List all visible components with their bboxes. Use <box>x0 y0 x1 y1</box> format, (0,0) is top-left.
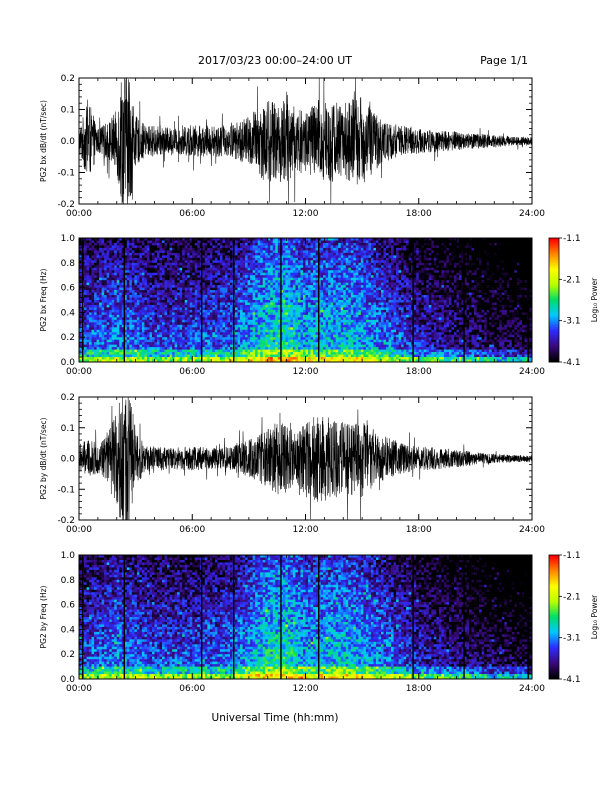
spectrogram-cells <box>79 555 533 680</box>
x-tick-label: 00:00 <box>66 209 92 219</box>
y-tick-label: -0.1 <box>57 169 75 179</box>
x-tick-label: 12:00 <box>293 684 319 694</box>
y-tick-label: -0.2 <box>57 516 75 526</box>
y-tick-label: 0.4 <box>61 308 76 318</box>
y-tick-label: 0.6 <box>61 601 76 611</box>
panel-by-spectrogram: -1.1 -2.1 -3.1 -4.1 Log₁₀ Power 00:00 06:00 12:… <box>39 551 599 694</box>
colorbar <box>549 238 559 363</box>
y-tick-label: 0.0 <box>61 137 76 147</box>
colorbar-label: Log₁₀ Power <box>590 277 599 322</box>
colorbar-tick-label: -2.1 <box>563 275 581 285</box>
y-tick-label: 0.0 <box>61 675 76 685</box>
x-tick-label: 12:00 <box>293 525 319 535</box>
y-axis-label: PG2 by dB/dt (nT/sec) <box>39 417 48 499</box>
y-tick-label: 1.0 <box>61 234 76 244</box>
y-tick-label: 0.2 <box>61 650 75 660</box>
y-tick-label: 0.2 <box>61 333 75 343</box>
x-tick-label: 24:00 <box>519 525 545 535</box>
y-axis-label: PG2 bx Freq (Hz) <box>39 268 48 331</box>
colorbar-tick-label: -3.1 <box>563 634 581 644</box>
x-tick-label: 12:00 <box>293 367 319 377</box>
x-tick-label: 18:00 <box>406 367 432 377</box>
y-tick-label: 0.8 <box>61 259 76 269</box>
x-tick-label: 18:00 <box>406 525 432 535</box>
colorbar-tick-label: -1.1 <box>563 551 581 561</box>
panel-bx-spectrogram: -1.1 -2.1 -3.1 -4.1 Log₁₀ Power 00:00 06:00 12:… <box>39 234 599 377</box>
x-tick-label: 24:00 <box>519 684 545 694</box>
colorbar-tick-label: -4.1 <box>563 358 581 368</box>
y-tick-label: 0.4 <box>61 625 76 635</box>
x-tick-label: 06:00 <box>179 209 205 219</box>
x-tick-label: 00:00 <box>66 684 92 694</box>
x-tick-label: 00:00 <box>66 367 92 377</box>
colorbar <box>549 555 559 680</box>
y-tick-label: 0.0 <box>61 358 76 368</box>
x-tick-label: 18:00 <box>406 209 432 219</box>
y-axis-label: PG2 by Freq (Hz) <box>39 585 48 648</box>
y-axis-label: PG2 bx dB/dt (nT/sec) <box>39 100 48 182</box>
x-tick-label: 06:00 <box>179 684 205 694</box>
panel-by-waveform: 00:00 06:00 12:00 18:00 24:00 0.2 0.1 0.0 -0.1 -0… <box>39 393 545 535</box>
y-tick-label: 0.8 <box>61 576 76 586</box>
colorbar-tick-label: -3.1 <box>563 317 581 327</box>
y-tick-label: -0.2 <box>57 200 75 210</box>
y-tick-label: 0.2 <box>61 74 75 84</box>
y-tick-label: 1.0 <box>61 551 76 561</box>
y-tick-label: 0.1 <box>61 424 75 434</box>
y-tick-label: 0.6 <box>61 284 76 294</box>
y-tick-label: -0.1 <box>57 485 75 495</box>
x-tick-label: 24:00 <box>519 367 545 377</box>
colorbar-label: Log₁₀ Power <box>590 594 599 639</box>
panel-bx-waveform: 00:00 06:00 12:00 18:00 24:00 0.2 0.1 0.0 -0.1 -0… <box>39 74 545 219</box>
x-tick-label: 12:00 <box>293 209 319 219</box>
colorbar-tick-label: -2.1 <box>563 592 581 602</box>
figure-title: 2017/03/23 00:00–24:00 UT <box>198 54 352 67</box>
x-tick-label: 06:00 <box>179 367 205 377</box>
y-tick-label: 0.0 <box>61 455 76 465</box>
waveform-series-line <box>78 77 533 205</box>
x-tick-label: 18:00 <box>406 684 432 694</box>
x-tick-label: 24:00 <box>519 209 545 219</box>
y-tick-label: 0.2 <box>61 393 75 403</box>
x-axis-label: Universal Time (hh:mm) <box>212 712 339 724</box>
page-label: Page 1/1 <box>480 54 528 67</box>
y-tick-label: 0.1 <box>61 106 75 116</box>
waveform-series-line <box>78 396 533 521</box>
x-tick-label: 06:00 <box>179 525 205 535</box>
colorbar-tick-label: -1.1 <box>563 234 581 244</box>
colorbar-tick-label: -4.1 <box>563 675 581 685</box>
x-tick-label: 00:00 <box>66 525 92 535</box>
